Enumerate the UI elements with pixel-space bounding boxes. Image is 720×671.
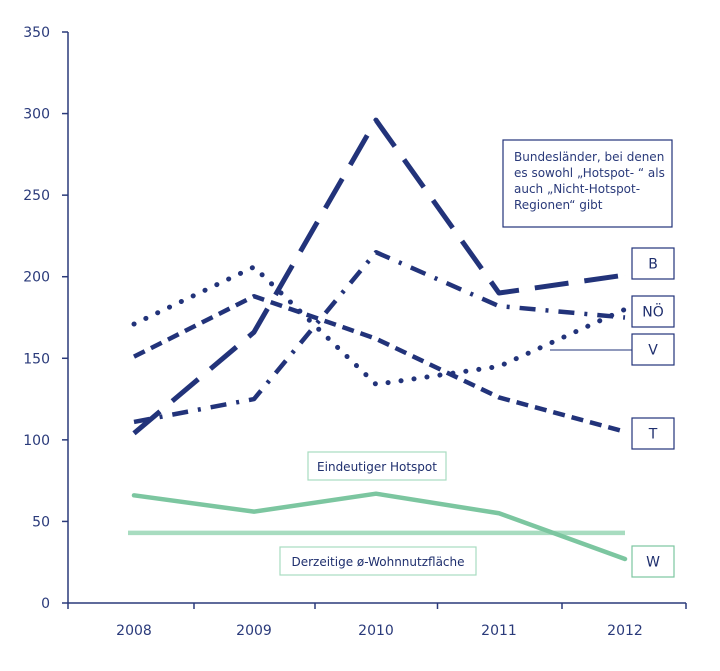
x-tick-label: 2010	[358, 623, 394, 639]
note-line-1: Bundesländer, bei denen	[514, 150, 664, 164]
note-line-3: auch „Nicht-Hotspot-	[514, 182, 640, 196]
y-tick-label: 350	[23, 25, 50, 41]
y-tick-label: 200	[23, 270, 50, 286]
series-label-text: W	[646, 555, 660, 571]
reference-label-box: Derzeitige ø-Wohnnutzfläche	[279, 546, 477, 576]
series-label-t: T	[631, 417, 675, 450]
series-label-text: T	[648, 427, 658, 443]
y-tick-label: 300	[23, 107, 50, 123]
reference-line-label: Derzeitige ø-Wohnnutzfläche	[291, 555, 464, 569]
series-label-v: V	[631, 333, 675, 366]
x-tick-label: 2011	[481, 623, 517, 639]
series-label-text: V	[648, 343, 658, 359]
series-label-box	[631, 333, 675, 366]
series-line-n	[133, 249, 626, 425]
series-line-t	[132, 294, 626, 434]
series-label-box	[631, 295, 675, 328]
series-label-b: B	[631, 247, 675, 280]
note-box: Bundesländer, bei denen es sowohl „Hotsp…	[502, 139, 673, 228]
series-label-text: NÖ	[642, 303, 664, 321]
series-label-w: W	[631, 545, 675, 578]
series-layer	[131, 117, 628, 562]
y-tick-label: 150	[23, 351, 50, 367]
axes: 0 50 100 150 200 250 300 350 2008 2009 2010 2011 201…	[23, 25, 687, 639]
series-label-n: NÖ	[631, 295, 675, 328]
series-label-box	[631, 247, 675, 280]
note-line-2: es sowohl „Hotspot- “ als	[514, 166, 665, 180]
note-line-4: Regionen“ gibt	[514, 198, 603, 212]
y-tick-label: 250	[23, 188, 50, 204]
hotspot-label-box: Eindeutiger Hotspot	[307, 451, 447, 481]
hotspot-label: Eindeutiger Hotspot	[317, 460, 437, 474]
series-label-box	[631, 545, 675, 578]
y-tick-label: 0	[41, 596, 50, 612]
x-tick-label: 2012	[607, 623, 643, 639]
x-tick-label: 2008	[116, 623, 152, 639]
x-tick-label: 2009	[236, 623, 272, 639]
label-layer: B NÖ V T W	[550, 247, 675, 578]
series-label-text: B	[648, 257, 658, 273]
series-label-box	[631, 417, 675, 450]
y-tick-label: 50	[32, 514, 50, 530]
y-tick-label: 100	[23, 433, 50, 449]
